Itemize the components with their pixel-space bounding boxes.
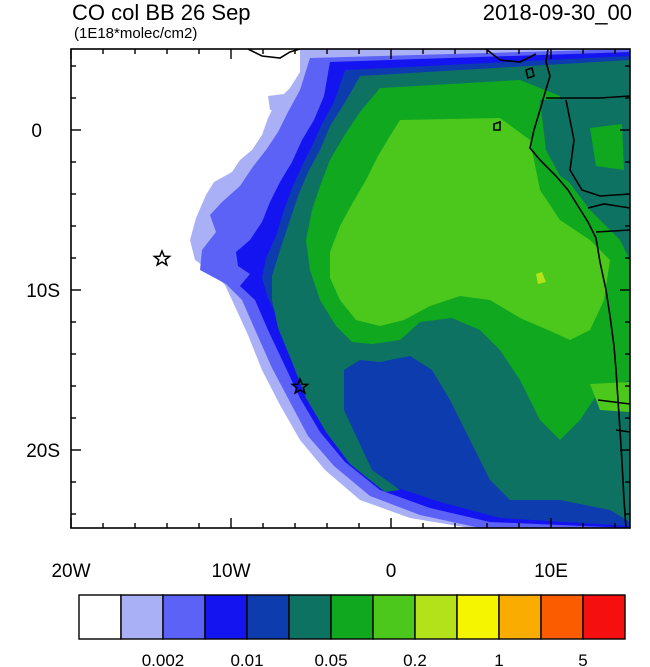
colorbar-box (414, 594, 458, 640)
contour-band-land-north (540, 96, 630, 196)
map-title: CO col BB 26 Sep (72, 0, 251, 25)
northern-coast (247, 49, 301, 59)
colorbar-box (78, 594, 122, 640)
island-bioko (493, 120, 501, 131)
colorbar-box (456, 594, 500, 640)
y-tick-labels: 0 10S 20S (26, 121, 60, 462)
star-marker-offshore (152, 249, 172, 267)
x-tick-labels: 20W 10W 0 10E (51, 561, 567, 582)
concentration-field (190, 49, 630, 528)
border-1 (546, 95, 630, 99)
contour-band-0.5 (536, 272, 546, 284)
border-2 (565, 99, 630, 197)
map-datetime: 2018-09-30_00 (482, 0, 632, 25)
colorbar-box (582, 594, 626, 640)
colorbar-box (330, 594, 374, 640)
colorbar-label: 0.05 (314, 651, 347, 667)
border-4 (595, 229, 630, 233)
africa-coastline (529, 49, 627, 528)
colorbar-box (372, 594, 416, 640)
colorbar-box (204, 594, 248, 640)
x-tick-label: 0 (386, 561, 397, 582)
island-coast (485, 49, 537, 63)
colorbar-box (162, 594, 206, 640)
colorbar-box (288, 594, 332, 640)
markers (152, 249, 310, 395)
coastline-borders (247, 49, 630, 528)
colorbar-box (498, 594, 542, 640)
y-tick-label: 0 (31, 121, 42, 142)
border-3 (587, 203, 630, 209)
x-tick-label: 10W (211, 561, 250, 582)
axis-ticks (70, 49, 630, 528)
contour-band-0.2-patch (590, 382, 630, 412)
map-units: (1E18*molec/cm2) (74, 25, 198, 42)
y-tick-label: 20S (26, 441, 60, 462)
border-6 (615, 429, 630, 433)
contour-band-0.2 (330, 118, 610, 340)
colorbar-label: 0.2 (403, 651, 427, 667)
colorbar-box (120, 594, 164, 640)
border-5 (597, 399, 630, 405)
x-tick-label: 20W (51, 561, 90, 582)
colorbar-label: 1 (494, 651, 503, 667)
colorbar-label: 5 (578, 651, 587, 667)
colorbar-label: 0.002 (142, 651, 185, 667)
colorbar-labels: 0.002 0.01 0.05 0.2 1 5 (142, 651, 588, 667)
island-small (525, 66, 535, 80)
contour-band-land-north-green (590, 124, 624, 170)
colorbar-box (246, 594, 290, 640)
colorbar-label: 0.01 (230, 651, 263, 667)
colorbar-box (540, 594, 584, 640)
y-tick-label: 10S (26, 281, 60, 302)
plot-frame (70, 48, 631, 529)
colorbar (78, 594, 626, 640)
x-tick-label: 10E (534, 561, 568, 582)
star-marker-coast (290, 377, 310, 395)
